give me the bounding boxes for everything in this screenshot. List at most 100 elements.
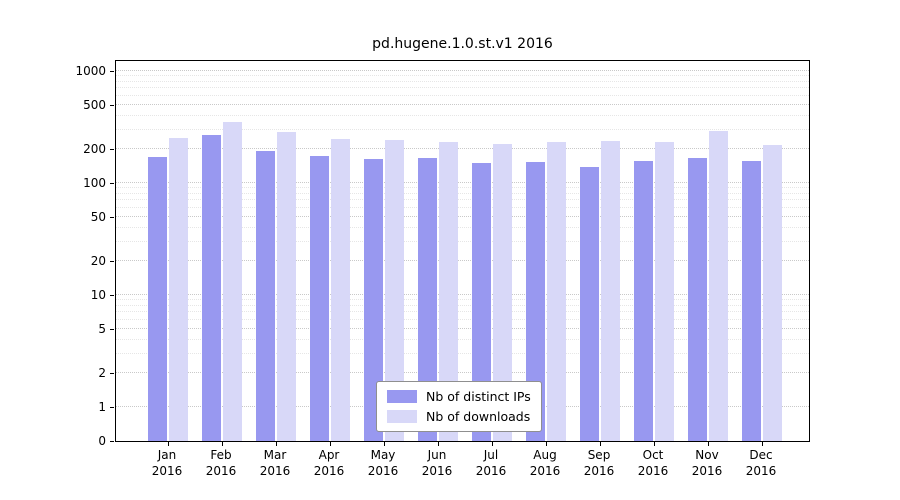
gridline bbox=[116, 327, 809, 329]
y-tick-mark bbox=[110, 104, 114, 106]
gridline bbox=[116, 311, 809, 313]
x-tick-label: Apr 2016 bbox=[313, 448, 345, 478]
x-tick-label: Dec 2016 bbox=[745, 448, 777, 478]
bar-downloads bbox=[601, 141, 620, 441]
x-tick-label: Jun 2016 bbox=[421, 448, 453, 478]
legend-swatch-distinct-ips bbox=[387, 390, 417, 403]
x-tick-label: Jul 2016 bbox=[475, 448, 507, 478]
legend-label-distinct-ips: Nb of distinct IPs bbox=[426, 389, 531, 404]
y-tick-mark bbox=[110, 261, 114, 263]
y-tick-label: 2 bbox=[98, 366, 106, 381]
bar-distinct-ips bbox=[364, 159, 383, 441]
x-tick-label: Aug 2016 bbox=[529, 448, 561, 478]
x-tick-mark bbox=[762, 442, 763, 446]
gridline bbox=[116, 103, 809, 105]
x-tick-mark bbox=[600, 442, 601, 446]
legend-label-downloads: Nb of downloads bbox=[426, 409, 531, 424]
gridline bbox=[116, 260, 809, 262]
bar-downloads bbox=[655, 142, 674, 441]
y-tick-label: 10 bbox=[90, 288, 106, 302]
gridline bbox=[116, 187, 809, 189]
x-tick-mark bbox=[168, 442, 169, 446]
x-tick-label: Feb 2016 bbox=[205, 448, 237, 478]
y-tick-mark bbox=[110, 441, 114, 442]
y-axis-labels: 0 1 2 5 10 20 50 100 200 500 1000 bbox=[0, 60, 106, 448]
bar-distinct-ips bbox=[148, 157, 167, 441]
x-tick-mark bbox=[384, 442, 385, 446]
y-tick-label: 200 bbox=[83, 142, 106, 157]
bar-downloads bbox=[277, 132, 296, 441]
y-tick-mark bbox=[110, 295, 114, 296]
y-tick-mark bbox=[110, 183, 114, 184]
y-tick-label: 500 bbox=[83, 97, 106, 112]
bar-downloads bbox=[493, 144, 512, 441]
x-tick-mark bbox=[222, 442, 223, 446]
x-tick-label: Mar 2016 bbox=[259, 448, 291, 478]
y-tick-mark bbox=[110, 328, 114, 330]
bar-downloads bbox=[223, 122, 242, 441]
plot-area: Nb of distinct IPs Nb of downloads bbox=[115, 60, 810, 442]
gridline bbox=[116, 372, 809, 374]
x-tick-mark bbox=[546, 442, 547, 446]
gridline bbox=[116, 215, 809, 217]
gridline bbox=[116, 75, 809, 77]
gridline bbox=[116, 80, 809, 82]
bar-distinct-ips bbox=[742, 161, 761, 441]
y-tick-label: 1 bbox=[98, 400, 106, 414]
gridline bbox=[116, 206, 809, 208]
x-tick-mark bbox=[330, 442, 331, 446]
gridline bbox=[116, 299, 809, 301]
bar-downloads bbox=[763, 145, 782, 441]
legend-item-downloads: Nb of downloads bbox=[387, 409, 531, 424]
bar-distinct-ips bbox=[256, 151, 275, 441]
gridline bbox=[116, 338, 809, 340]
bar-downloads bbox=[439, 142, 458, 441]
gridline bbox=[116, 94, 809, 96]
bar-distinct-ips bbox=[202, 135, 221, 441]
bar-distinct-ips bbox=[688, 158, 707, 441]
gridline bbox=[116, 226, 809, 228]
x-tick-label: May 2016 bbox=[367, 448, 399, 478]
gridline bbox=[116, 199, 809, 201]
bar-downloads bbox=[385, 140, 404, 441]
gridline bbox=[116, 114, 809, 116]
bar-downloads bbox=[709, 131, 728, 441]
bar-distinct-ips bbox=[634, 161, 653, 441]
y-tick-mark bbox=[110, 407, 114, 408]
legend: Nb of distinct IPs Nb of downloads bbox=[376, 381, 542, 432]
bar-distinct-ips bbox=[418, 158, 437, 441]
x-tick-mark bbox=[708, 442, 709, 446]
gridline bbox=[116, 352, 809, 354]
gridline bbox=[116, 182, 809, 183]
gridline bbox=[116, 128, 809, 130]
y-tick-label: 50 bbox=[90, 209, 106, 224]
y-tick-mark bbox=[110, 149, 114, 151]
y-tick-mark bbox=[110, 71, 114, 72]
y-tick-label: 20 bbox=[90, 254, 106, 269]
y-tick-mark bbox=[110, 216, 114, 218]
legend-swatch-downloads bbox=[387, 410, 417, 423]
bar-downloads bbox=[331, 139, 350, 441]
x-tick-label: Jan 2016 bbox=[151, 448, 183, 478]
gridline bbox=[116, 192, 809, 194]
bar-distinct-ips bbox=[580, 167, 599, 441]
y-tick-mark bbox=[110, 373, 114, 375]
bar-distinct-ips bbox=[526, 162, 545, 441]
gridline bbox=[116, 87, 809, 89]
gridline bbox=[116, 294, 809, 295]
bar-distinct-ips bbox=[472, 163, 491, 441]
gridline bbox=[116, 240, 809, 242]
gridline bbox=[116, 148, 809, 150]
bar-downloads bbox=[547, 142, 566, 441]
y-tick-label: 100 bbox=[83, 176, 106, 190]
bar-distinct-ips bbox=[310, 156, 329, 441]
chart-title: pd.hugene.1.0.st.v1 2016 bbox=[372, 36, 553, 52]
x-tick-label: Oct 2016 bbox=[637, 448, 669, 478]
y-tick-label: 5 bbox=[98, 321, 106, 336]
bar-downloads bbox=[169, 138, 188, 441]
gridline bbox=[116, 304, 809, 306]
y-tick-label: 1000 bbox=[75, 64, 106, 78]
gridline bbox=[116, 318, 809, 320]
x-tick-mark bbox=[276, 442, 277, 446]
